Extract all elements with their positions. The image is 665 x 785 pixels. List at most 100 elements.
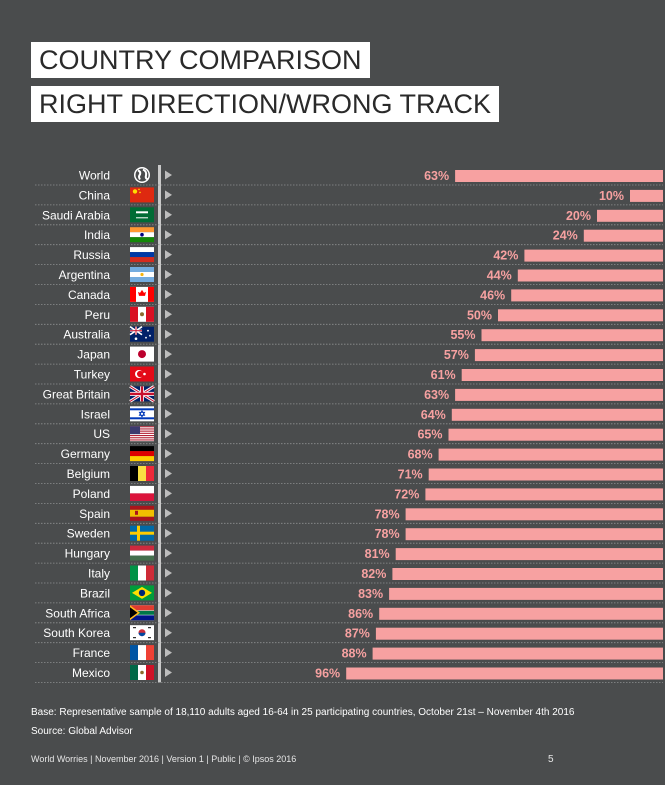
category-label: Hungary (65, 547, 110, 561)
category-label: Russia (73, 248, 110, 262)
flag-hungary-icon (130, 545, 154, 561)
category-label: China (79, 188, 111, 202)
flag-argentina-icon (130, 267, 154, 282)
category-label: Poland (73, 487, 110, 501)
category-label: Australia (63, 328, 110, 342)
category-label: Italy (88, 567, 110, 581)
bar (474, 349, 663, 362)
bar-row: Mexico 96% (35, 665, 663, 683)
flag-germany-icon (130, 446, 154, 462)
bar-row: Great Britain 63% (35, 385, 663, 405)
bar (461, 369, 663, 381)
flag-saudi-arabia-icon (130, 207, 154, 223)
data-label: 96% (315, 667, 340, 681)
bar-row: Germany 68% (35, 446, 663, 465)
flag-us-icon (130, 426, 154, 442)
bar-row: Brazil 83% (35, 585, 663, 604)
arrow-icon (165, 508, 172, 518)
bar (372, 647, 663, 660)
bar-row: South Korea 87% (35, 625, 663, 644)
flag-poland-icon (130, 485, 154, 501)
bar (455, 388, 663, 401)
flag-mexico-icon (130, 665, 154, 680)
flag-india-icon (130, 227, 154, 243)
arrow-icon (165, 648, 172, 658)
arrow-icon (165, 289, 172, 299)
category-label: Japan (77, 348, 110, 362)
data-label: 61% (431, 368, 456, 382)
data-label: 87% (345, 627, 370, 641)
arrow-icon (165, 409, 172, 419)
category-label: Spain (79, 507, 110, 521)
bar (597, 209, 663, 222)
arrow-icon (165, 469, 172, 478)
flag-peru-icon (130, 306, 154, 322)
category-label: World (79, 169, 110, 183)
arrow-icon (165, 170, 172, 180)
bar-row: Belgium 71% (35, 466, 663, 484)
category-label: Peru (85, 308, 110, 322)
data-label: 71% (398, 468, 423, 482)
category-label: Argentina (59, 268, 111, 282)
base-note: Base: Representative sample of 18,110 ad… (31, 707, 575, 718)
data-label: 42% (493, 249, 518, 263)
bar (375, 627, 663, 640)
data-label: 86% (348, 607, 373, 621)
flag-turkey-icon (130, 366, 154, 382)
arrow-icon (165, 628, 172, 638)
bar-row: Canada 46% (35, 286, 663, 305)
bar (428, 468, 663, 481)
flag-belgium-icon (130, 466, 154, 481)
country-bar-chart: World 63% China 10% Saudi Arabia 20% India 24% R… (35, 165, 663, 683)
bar-row: Poland 72% (35, 485, 663, 504)
arrow-icon (165, 608, 172, 618)
bar-row: Argentina 44% (35, 267, 663, 285)
data-label: 82% (361, 567, 386, 581)
data-label: 55% (450, 328, 475, 342)
bar-row: US 65% (35, 426, 663, 445)
arrow-icon (165, 349, 172, 359)
bar-row: Australia 55% (35, 326, 663, 345)
bar-row: China 10% (35, 187, 663, 206)
arrow-icon (165, 568, 172, 578)
bar-row: Japan 57% (35, 346, 663, 365)
bar-row: Saudi Arabia 20% (35, 207, 663, 226)
category-label: Israel (81, 407, 110, 421)
bar (395, 548, 663, 561)
category-label: Saudi Arabia (42, 208, 110, 222)
bar-row: Spain 78% (35, 505, 663, 524)
bar (448, 428, 663, 441)
bar-row: India 24% (35, 227, 663, 246)
flag-france-icon (130, 645, 154, 661)
data-label: 57% (444, 348, 469, 362)
flag-sweden-icon (130, 525, 154, 541)
flag-canada-icon (130, 286, 154, 302)
data-label: 50% (467, 308, 492, 322)
arrow-icon (165, 250, 172, 260)
bar-row: Hungary 81% (35, 545, 663, 564)
bar (438, 448, 663, 461)
arrow-icon (165, 668, 172, 677)
category-label: Brazil (80, 586, 110, 600)
bar-row: France 88% (35, 645, 663, 663)
data-label: 78% (375, 507, 400, 521)
data-label: 78% (375, 527, 400, 541)
arrow-icon (165, 329, 172, 339)
bar (481, 329, 663, 342)
category-label: Germany (61, 447, 110, 461)
bar (379, 607, 663, 620)
bar (389, 587, 663, 600)
category-label: South Korea (43, 626, 110, 640)
bar (583, 229, 663, 242)
category-label: France (73, 646, 111, 660)
arrow-icon (165, 309, 172, 319)
arrow-icon (165, 449, 172, 459)
arrow-icon (165, 230, 172, 240)
flag-russia-icon (130, 247, 154, 263)
category-label: Turkey (74, 368, 110, 382)
bar (498, 309, 663, 322)
arrow-icon (165, 190, 172, 200)
bar-row: Peru 50% (35, 306, 663, 325)
data-label: 88% (342, 647, 367, 661)
bar (392, 568, 663, 580)
